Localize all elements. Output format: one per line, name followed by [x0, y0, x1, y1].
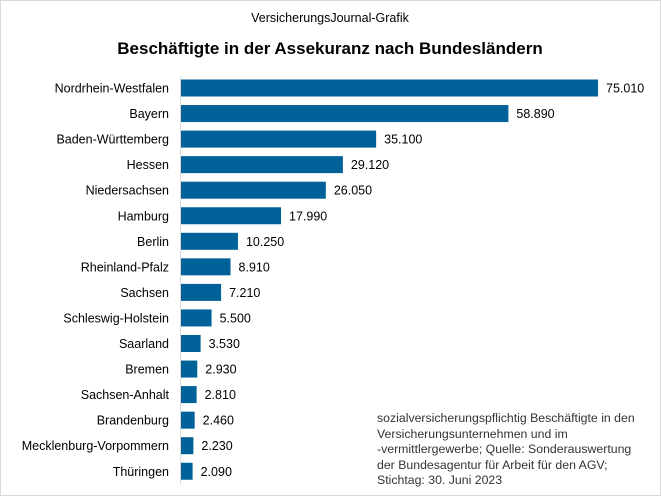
- data-label: 10.250: [246, 235, 284, 249]
- category-label: Rheinland-Pfalz: [81, 260, 169, 274]
- data-label: 2.090: [201, 465, 232, 479]
- bar: [181, 462, 193, 480]
- bar: [181, 283, 222, 301]
- category-label: Sachsen-Anhalt: [81, 388, 170, 402]
- category-label: Schleswig-Holstein: [63, 311, 169, 325]
- category-label: Bremen: [125, 363, 169, 377]
- source-note: sozialversicherungspflichtig Beschäftigt…: [377, 411, 635, 487]
- bar: [181, 411, 195, 429]
- data-label: 17.990: [289, 209, 327, 223]
- chart-title: Beschäftigte in der Assekuranz nach Bund…: [117, 39, 542, 58]
- bar: [181, 258, 231, 276]
- category-label: Thüringen: [113, 465, 169, 479]
- category-label: Mecklenburg-Vorpommern: [22, 439, 169, 453]
- bar: [181, 207, 282, 225]
- category-label: Hamburg: [118, 209, 169, 223]
- data-label: 2.230: [201, 439, 232, 453]
- data-label: 3.530: [209, 337, 240, 351]
- category-label: Niedersachsen: [86, 184, 169, 198]
- data-label: 2.930: [205, 363, 236, 377]
- chart-subtitle: VersicherungsJournal-Grafik: [251, 11, 409, 25]
- bar: [181, 181, 326, 199]
- category-label: Bayern: [129, 107, 169, 121]
- bar: [181, 309, 212, 327]
- data-label: 58.890: [516, 107, 554, 121]
- bar: [181, 156, 343, 174]
- data-label: 8.910: [239, 260, 270, 274]
- bar: [181, 105, 509, 123]
- category-label: Berlin: [137, 235, 169, 249]
- data-label: 2.810: [205, 388, 236, 402]
- data-label: 75.010: [606, 82, 644, 96]
- bar: [181, 79, 598, 97]
- bar: [181, 130, 377, 148]
- data-label: 26.050: [334, 184, 372, 198]
- category-label: Saarland: [119, 337, 169, 351]
- bar: [181, 437, 194, 455]
- data-label: 29.120: [351, 158, 389, 172]
- bar: [181, 232, 238, 250]
- data-label: 2.460: [203, 414, 234, 428]
- data-label: 35.100: [384, 133, 422, 147]
- data-label: 7.210: [229, 286, 260, 300]
- data-label: 5.500: [220, 311, 251, 325]
- bar: [181, 360, 198, 378]
- category-label: Nordrhein-Westfalen: [55, 82, 169, 96]
- bar: [181, 386, 197, 404]
- category-label: Brandenburg: [97, 414, 169, 428]
- category-label: Baden-Württemberg: [56, 133, 169, 147]
- category-label: Hessen: [127, 158, 169, 172]
- bar: [181, 335, 201, 352]
- category-label: Sachsen: [120, 286, 169, 300]
